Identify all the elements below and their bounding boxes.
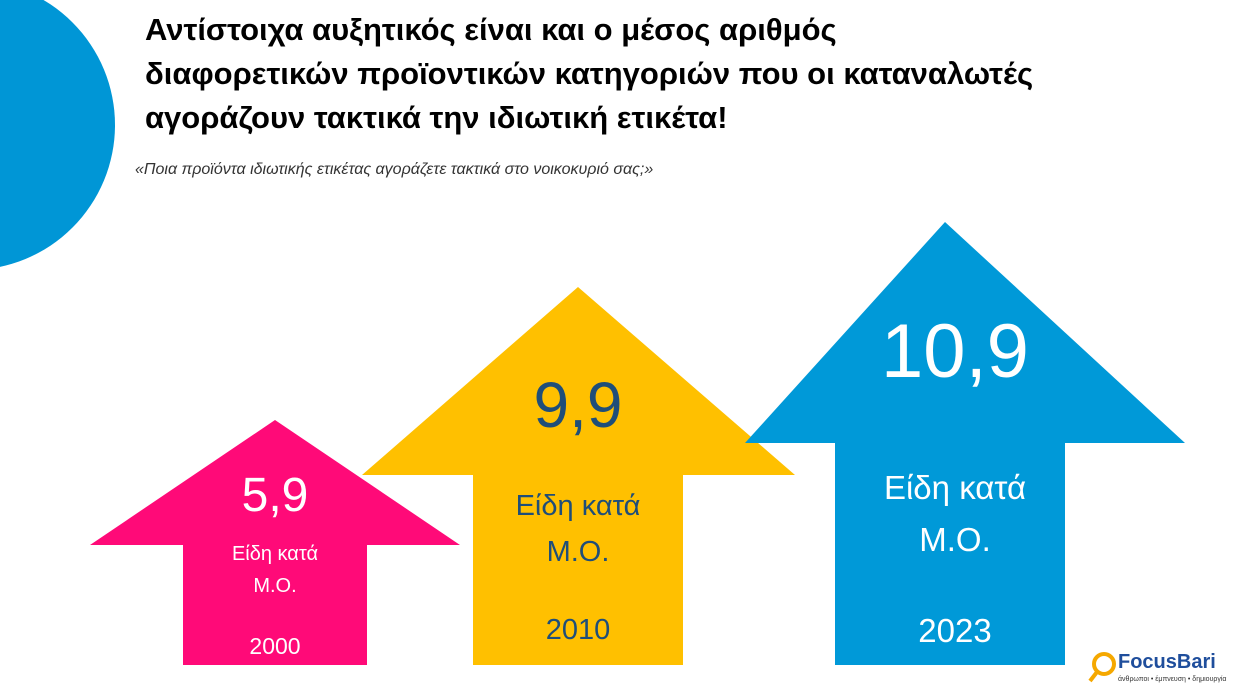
label: Είδη κατά Μ.Ο. (883, 469, 1027, 558)
year: 2023 (918, 612, 992, 649)
arrow-2023 (745, 222, 1185, 665)
value: 10,9 (881, 309, 1029, 394)
value: 5,9 (241, 469, 309, 522)
label: Είδη κατά Μ.Ο. (231, 543, 319, 597)
arrow-2010 (362, 287, 795, 665)
title: Αντίστοιχα αυξητικός είναι και ο μέσος α… (145, 8, 1033, 140)
title-line: Αντίστοιχα αυξητικός είναι και ο μέσος α… (145, 12, 837, 47)
logo-icon (1092, 652, 1116, 676)
year: 2000 (249, 633, 301, 659)
arrow-2000 (90, 420, 460, 665)
logo-tagline: άνθρωποι • έμπνευση • δημιουργία (1118, 676, 1227, 683)
title-line: διαφορετικών προϊοντικών κατηγοριών που … (145, 56, 1034, 91)
logo-name: FocusBari (1118, 651, 1216, 673)
value: 9,9 (533, 369, 623, 441)
year: 2010 (545, 614, 611, 646)
decor-circle (0, 0, 115, 267)
subtitle: «Ποια προϊόντα ιδιωτικής ετικέτας αγοράζ… (135, 161, 654, 178)
logo-icon-handle (1088, 670, 1099, 683)
label: Είδη κατά Μ.Ο. (515, 490, 641, 568)
title-line: αγοράζουν τακτικά την ιδιωτική ετικέτα! (145, 100, 728, 135)
